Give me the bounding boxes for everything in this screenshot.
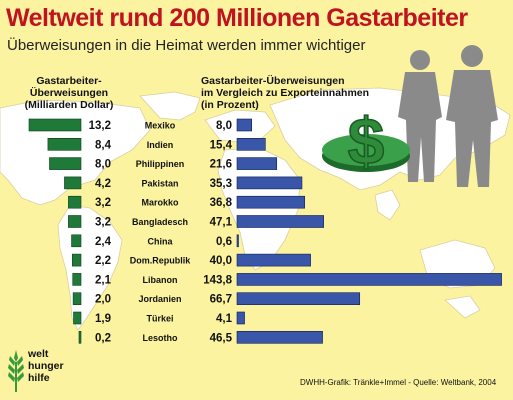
wheat-logo-icon bbox=[8, 350, 24, 392]
left-bar bbox=[49, 157, 82, 170]
left-bar bbox=[72, 292, 82, 306]
country-label: Bangladesch bbox=[132, 217, 188, 227]
right-value-label: 36,8 bbox=[210, 197, 233, 209]
right-bar bbox=[236, 157, 278, 170]
left-heading-line: Überweisungen bbox=[29, 87, 109, 99]
right-heading-line: (in Prozent) bbox=[201, 99, 259, 111]
right-value-label: 47,1 bbox=[210, 217, 233, 229]
right-bar bbox=[236, 330, 323, 344]
left-bar bbox=[71, 234, 82, 248]
left-value-label: 3,2 bbox=[95, 217, 111, 229]
right-bar bbox=[236, 292, 361, 306]
left-bar bbox=[68, 195, 82, 209]
country-label: Marokko bbox=[141, 198, 179, 208]
right-value-label: 35,3 bbox=[210, 178, 232, 190]
right-heading-line: im Vergleich zu Exporteinnahmen bbox=[201, 87, 370, 99]
right-bar bbox=[236, 234, 239, 248]
right-value-label: 15,4 bbox=[210, 139, 233, 151]
left-bar bbox=[64, 176, 82, 190]
left-value-label: 2,4 bbox=[95, 236, 112, 248]
right-value-label: 0,6 bbox=[216, 236, 232, 248]
dollar-sign-icon: $ bbox=[322, 103, 410, 178]
right-value-label: 143,8 bbox=[203, 274, 232, 286]
left-value-label: 3,2 bbox=[95, 197, 111, 209]
left-heading-line: (Milliarden Dollar) bbox=[24, 99, 114, 111]
country-label: Lesotho bbox=[143, 333, 179, 343]
right-value-label: 8,0 bbox=[216, 120, 232, 132]
country-label: Mexiko bbox=[145, 121, 176, 131]
left-value-label: 8,4 bbox=[95, 139, 112, 151]
right-value-label: 46,5 bbox=[210, 332, 233, 344]
right-bar bbox=[236, 273, 502, 286]
country-label: Libanon bbox=[143, 275, 178, 285]
left-value-label: 1,9 bbox=[95, 313, 111, 325]
country-label: Indien bbox=[147, 140, 174, 150]
country-label: Jordanien bbox=[138, 294, 181, 304]
right-bar bbox=[236, 311, 245, 325]
right-bar bbox=[236, 138, 266, 151]
left-column-heading: Gastarbeiter- Überweisungen (Milliarden … bbox=[4, 75, 134, 111]
left-heading-line: Gastarbeiter- bbox=[36, 75, 102, 87]
right-value-label: 40,0 bbox=[210, 255, 232, 267]
left-bar bbox=[47, 138, 82, 151]
left-value-label: 2,2 bbox=[95, 255, 111, 267]
left-value-label: 13,2 bbox=[89, 120, 111, 132]
logo-line: hunger bbox=[28, 360, 64, 372]
left-bar bbox=[73, 311, 82, 325]
left-bar bbox=[72, 253, 82, 267]
logo-text: welt hunger hilfe bbox=[28, 348, 64, 384]
right-bar bbox=[236, 176, 303, 190]
country-label: Dom.Republik bbox=[130, 256, 191, 266]
page-title: Weltweit rund 200 Millionen Gastarbeiter bbox=[6, 4, 468, 32]
right-heading-line: Gastarbeiter-Überweisungen bbox=[201, 75, 345, 87]
left-value-label: 4,2 bbox=[95, 178, 111, 190]
right-bar bbox=[236, 118, 253, 132]
right-column-heading: Gastarbeiter-Überweisungen im Vergleich … bbox=[201, 75, 411, 111]
right-bar bbox=[236, 195, 306, 209]
left-bar bbox=[68, 215, 82, 228]
left-value-label: 2,0 bbox=[95, 294, 111, 306]
left-value-label: 2,1 bbox=[95, 274, 112, 286]
country-label: Türkei bbox=[146, 314, 173, 324]
right-value-label: 66,7 bbox=[210, 294, 232, 306]
svg-text:$: $ bbox=[348, 104, 385, 178]
left-bar bbox=[28, 118, 82, 132]
left-value-label: 0,2 bbox=[95, 332, 111, 344]
left-bar bbox=[78, 330, 82, 344]
country-label: China bbox=[147, 236, 173, 246]
source-credit: DWHH-Grafik: Tränkle+Immel - Quelle: Wel… bbox=[300, 378, 497, 387]
right-value-label: 21,6 bbox=[210, 159, 232, 171]
country-label: Pakistan bbox=[141, 178, 178, 188]
page-subtitle: Überweisungen in die Heimat werden immer… bbox=[7, 37, 366, 54]
left-bar bbox=[72, 273, 82, 286]
left-value-label: 8,0 bbox=[95, 159, 111, 171]
logo-line: welt bbox=[28, 348, 49, 360]
right-bar bbox=[236, 253, 311, 267]
country-label: Philippinen bbox=[136, 159, 185, 169]
logo-line: hilfe bbox=[28, 372, 50, 384]
right-bar bbox=[236, 215, 324, 228]
right-value-label: 4,1 bbox=[216, 313, 233, 325]
